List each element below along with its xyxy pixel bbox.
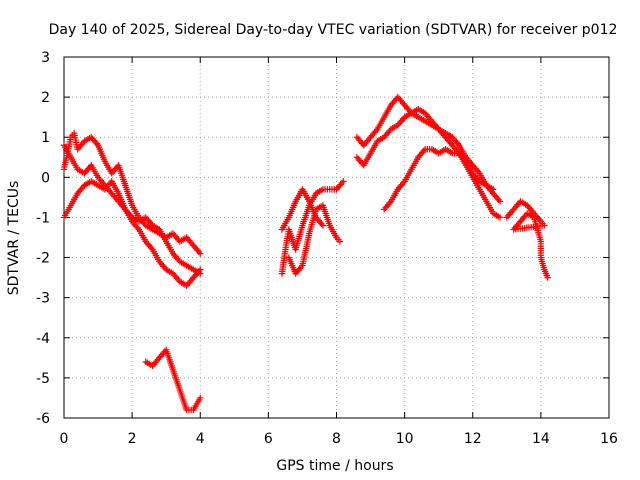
y-tick-label: -3 xyxy=(36,291,50,307)
series-track-a xyxy=(60,130,204,257)
x-axis-label: GPS time / hours xyxy=(276,458,393,474)
data-point xyxy=(336,238,344,245)
x-tick-label: 4 xyxy=(196,431,205,447)
series-track-c xyxy=(60,178,204,289)
x-tick-label: 6 xyxy=(264,431,273,447)
data-point xyxy=(489,186,497,193)
data-point xyxy=(496,198,504,205)
series-track-h xyxy=(353,93,504,221)
chart-title: Day 140 of 2025, Sidereal Day-to-day VTE… xyxy=(49,22,618,38)
x-tick-label: 16 xyxy=(600,431,618,447)
data-points xyxy=(60,93,551,414)
y-tick-label: 0 xyxy=(41,170,50,186)
series-track-g xyxy=(278,186,327,233)
data-point xyxy=(197,250,204,257)
y-tick-label: -6 xyxy=(36,411,50,427)
grid xyxy=(64,57,609,418)
y-tick-label: 1 xyxy=(41,130,50,146)
series-track-d xyxy=(142,346,204,414)
x-tick-label: 0 xyxy=(60,431,69,447)
y-tick-label: 2 xyxy=(41,90,50,106)
y-tick-label: -1 xyxy=(36,210,50,226)
x-tick-label: 2 xyxy=(128,431,137,447)
y-tick-label: -5 xyxy=(36,371,50,387)
data-point xyxy=(319,222,327,229)
data-point xyxy=(496,214,504,221)
series-track-j xyxy=(380,146,497,213)
x-tick-label: 10 xyxy=(396,431,414,447)
series-track-f xyxy=(285,202,344,277)
x-tick-label: 8 xyxy=(332,431,341,447)
y-axis-label: SDTVAR / TECUs xyxy=(6,181,22,296)
data-point xyxy=(197,394,204,402)
data-point xyxy=(340,178,347,185)
x-tick-label: 14 xyxy=(532,431,550,447)
y-tick-label: -2 xyxy=(36,251,50,267)
y-tick-label: 3 xyxy=(41,50,50,66)
series-track-k xyxy=(503,198,551,281)
data-point xyxy=(197,266,204,273)
y-tick-label: -4 xyxy=(36,331,50,347)
data-point xyxy=(544,274,551,281)
x-tick-label: 12 xyxy=(464,431,482,447)
